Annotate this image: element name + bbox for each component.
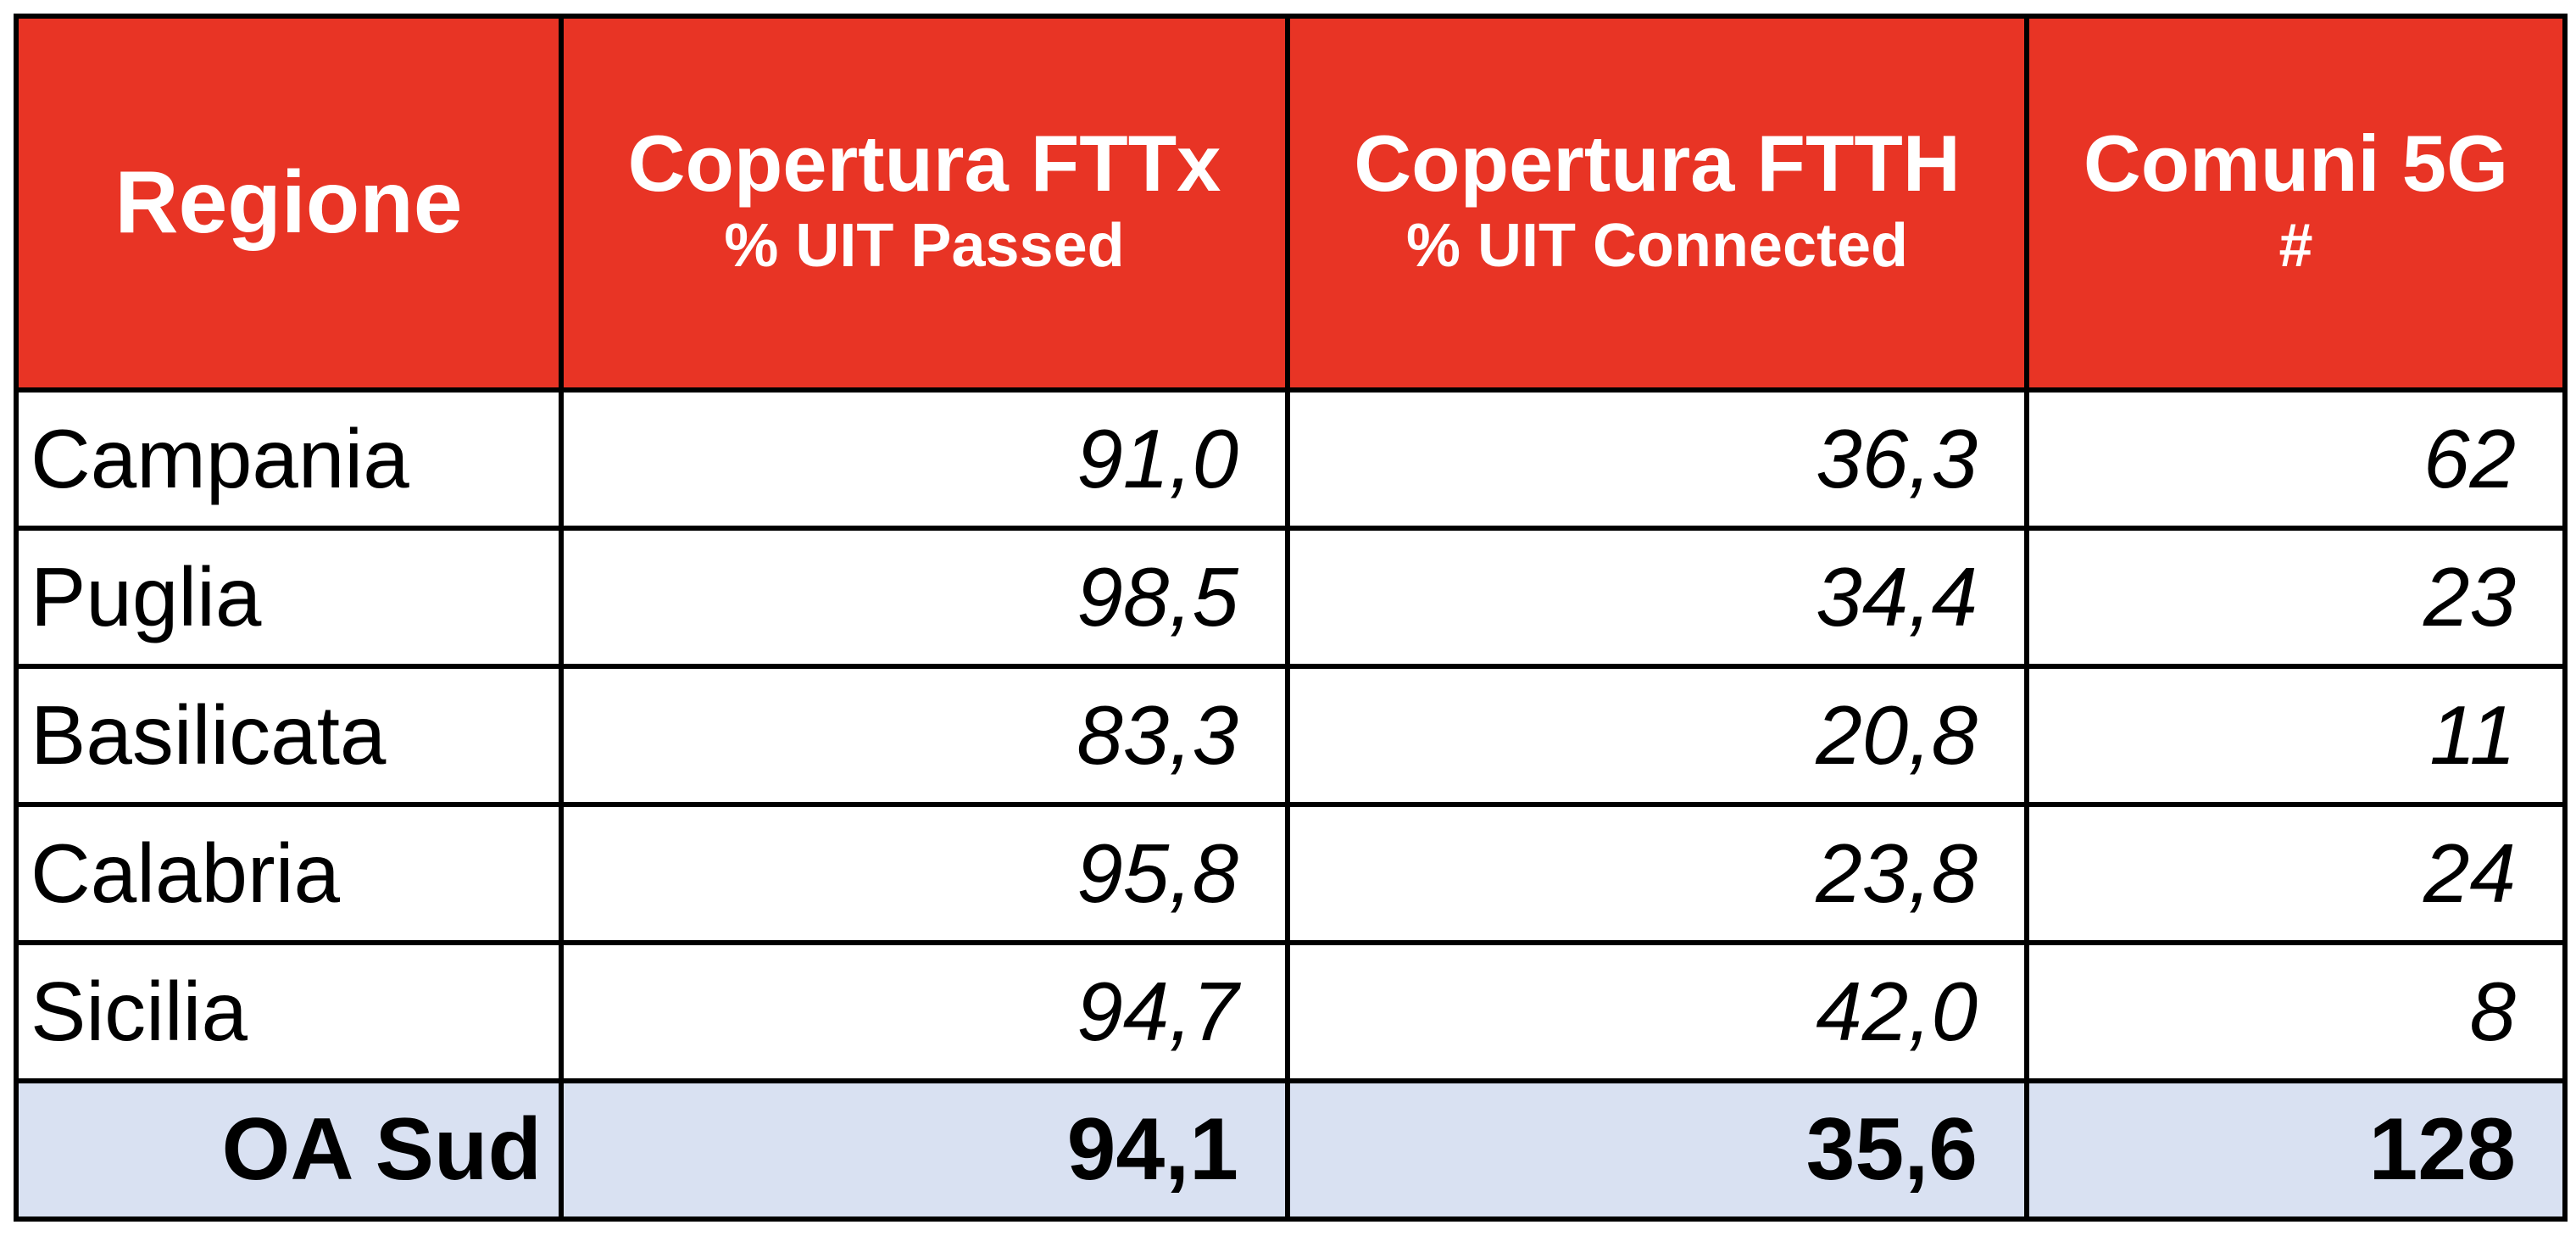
region-cell: Calabria: [14, 802, 564, 945]
data-row: Campania 91,0 36,3 62: [14, 387, 2568, 531]
value-cell: 91,0: [559, 387, 1290, 531]
data-row: Basilicata 83,3 20,8 11: [14, 664, 2568, 807]
column-header: Copertura FTTx% UIT Passed: [559, 14, 1290, 393]
data-row: Sicilia 94,7 42,0 8: [14, 940, 2568, 1083]
header-subtitle: #: [2278, 212, 2313, 281]
value-cell: 42,0: [1285, 940, 2029, 1083]
total-label: OA Sud: [14, 1078, 564, 1222]
header-title: Copertura FTTH: [1354, 119, 1961, 208]
value-cell: 24: [2024, 802, 2568, 945]
header-subtitle: % UIT Passed: [724, 212, 1125, 281]
column-header: Regione: [14, 14, 564, 393]
header-title: Regione: [114, 153, 463, 253]
value-cell: 95,8: [559, 802, 1290, 945]
header-title: Comuni 5G: [2083, 119, 2509, 208]
value-cell: 8: [2024, 940, 2568, 1083]
column-header: Copertura FTTH% UIT Connected: [1285, 14, 2029, 393]
value-cell: 94,7: [559, 940, 1290, 1083]
total-value: 35,6: [1285, 1078, 2029, 1222]
value-cell: 34,4: [1285, 526, 2029, 669]
region-cell: Puglia: [14, 526, 564, 669]
total-row: OA Sud 94,1 35,6 128: [14, 1078, 2568, 1222]
column-header: Comuni 5G #: [2024, 14, 2568, 393]
table-body: Campania 91,0 36,3 62 Puglia 98,5 34,4 23 Basili…: [14, 387, 2568, 1222]
value-cell: 98,5: [559, 526, 1290, 669]
region-cell: Basilicata: [14, 664, 564, 807]
value-cell: 20,8: [1285, 664, 2029, 807]
region-cell: Sicilia: [14, 940, 564, 1083]
header-row: Regione Copertura FTTx% UIT Passed Copertu…: [14, 14, 2568, 393]
data-row: Puglia 98,5 34,4 23: [14, 526, 2568, 669]
header-subtitle: % UIT Connected: [1405, 212, 1909, 281]
value-cell: 23: [2024, 526, 2568, 669]
total-value: 128: [2024, 1078, 2568, 1222]
value-cell: 83,3: [559, 664, 1290, 807]
total-value: 94,1: [559, 1078, 1290, 1222]
value-cell: 23,8: [1285, 802, 2029, 945]
header-title: Copertura FTTx: [627, 119, 1221, 208]
value-cell: 36,3: [1285, 387, 2029, 531]
coverage-table: Regione Copertura FTTx% UIT Passed Copertu…: [14, 14, 2568, 1222]
region-cell: Campania: [14, 387, 564, 531]
data-row: Calabria 95,8 23,8 24: [14, 802, 2568, 945]
value-cell: 62: [2024, 387, 2568, 531]
value-cell: 11: [2024, 664, 2568, 807]
